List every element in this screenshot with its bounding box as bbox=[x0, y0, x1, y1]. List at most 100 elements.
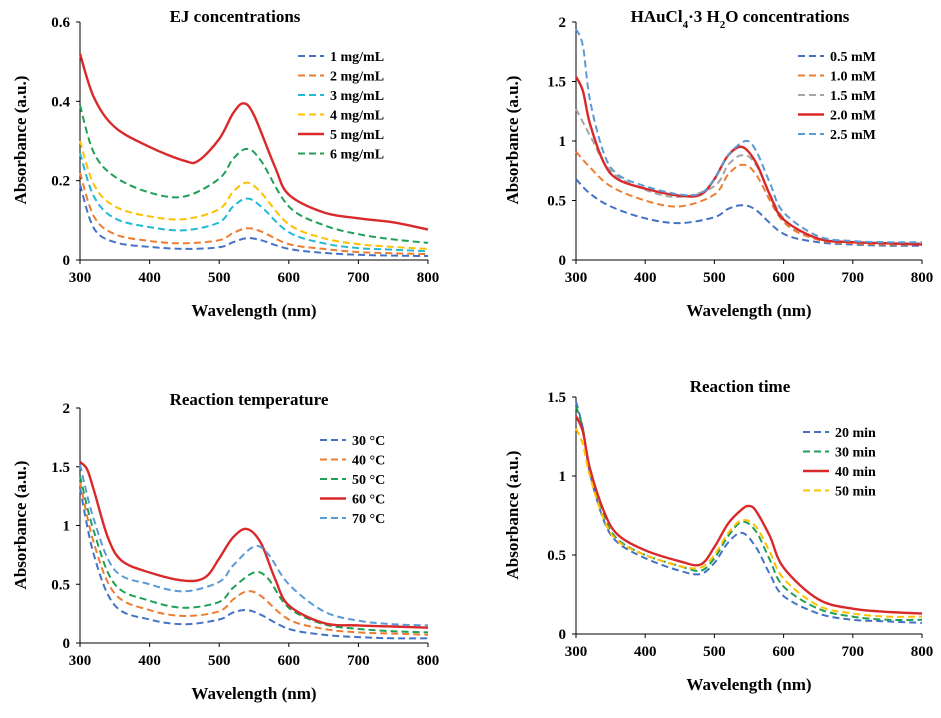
series-line-2-5-mm bbox=[575, 28, 923, 244]
series-line-40-min bbox=[574, 415, 923, 615]
x-tick-label: 400 bbox=[138, 270, 161, 286]
x-tick-label: 600 bbox=[278, 270, 301, 286]
y-tick-label: 0 bbox=[559, 627, 567, 643]
x-tick-label: 700 bbox=[347, 653, 370, 669]
series-line-30-min bbox=[575, 406, 923, 622]
series-line-5-mg-ml bbox=[78, 53, 429, 231]
y-tick-label: 0.6 bbox=[51, 15, 70, 31]
x-tick-label: 800 bbox=[417, 270, 440, 286]
x-tick-label: 400 bbox=[634, 644, 657, 660]
legend-label: 70 °C bbox=[352, 512, 385, 527]
x-tick-label: 700 bbox=[347, 270, 370, 286]
x-tick-label: 500 bbox=[703, 644, 726, 660]
chart-title: Reaction temperature bbox=[170, 390, 329, 409]
series-line-1-mg-ml bbox=[79, 184, 429, 257]
legend-label: 2.0 mM bbox=[830, 109, 876, 124]
legend-label: 5 mg/mL bbox=[330, 128, 384, 143]
x-tick-label: 700 bbox=[842, 644, 865, 660]
series-line-2-0-mm bbox=[574, 76, 923, 246]
x-tick-label: 600 bbox=[772, 644, 795, 660]
legend-label: 1.5 mM bbox=[830, 89, 876, 104]
panel-ej-concentrations: 300 400 500 600 700 800 0 0.2 0.4 0.6 EJ concentra… bbox=[11, 7, 439, 320]
x-tick-label: 300 bbox=[69, 270, 92, 286]
legend-label: 0.5 mM bbox=[830, 50, 876, 65]
x-tick-label: 500 bbox=[208, 270, 231, 286]
y-tick-label: 0.2 bbox=[51, 174, 70, 190]
legend-label: 6 mg/mL bbox=[330, 148, 384, 163]
legend-label: 50 min bbox=[835, 485, 876, 500]
legend-label: 40 min bbox=[835, 465, 876, 480]
legend-label: 50 °C bbox=[352, 473, 385, 488]
y-axis-title: Absorbance (a.u.) bbox=[11, 461, 30, 590]
x-axis-title: Wavelength (nm) bbox=[686, 675, 811, 694]
series-line-6-mg-ml bbox=[79, 105, 429, 244]
x-tick-label: 800 bbox=[911, 644, 934, 660]
series-line-50-c bbox=[79, 475, 429, 634]
series-line-2-mg-ml bbox=[79, 172, 429, 256]
x-axis-title: Wavelength (nm) bbox=[686, 301, 811, 320]
series-line-40-c bbox=[79, 481, 429, 636]
y-tick-label: 0 bbox=[63, 253, 71, 269]
y-tick-label: 0.4 bbox=[51, 94, 70, 110]
y-axis-title: Absorbance (a.u.) bbox=[503, 76, 522, 205]
legend-label: 2.5 mM bbox=[830, 128, 876, 143]
y-tick-label: 0 bbox=[559, 253, 567, 269]
y-tick-label: 1 bbox=[63, 519, 71, 535]
x-tick-label: 300 bbox=[565, 270, 588, 286]
y-tick-label: 0.5 bbox=[51, 577, 70, 593]
legend-label: 30 °C bbox=[352, 434, 385, 449]
series-line-3-mg-ml bbox=[79, 152, 429, 253]
legend-label: 30 min bbox=[835, 446, 876, 461]
y-tick-label: 2 bbox=[63, 401, 71, 417]
series-line-30-c bbox=[79, 487, 429, 640]
legend-label: 1 mg/mL bbox=[330, 50, 384, 65]
legend: 20 min 30 min 40 min 50 min bbox=[803, 426, 876, 500]
series-line-70-c bbox=[79, 464, 429, 627]
x-axis-title: Wavelength (nm) bbox=[191, 301, 316, 320]
legend: 1 mg/mL 2 mg/mL 3 mg/mL 4 mg/mL 5 mg/mL 6 mg/… bbox=[298, 50, 384, 163]
panel-haucl4-concentrations: 300 400 500 600 700 800 0 0.5 1 1.5 2 HAuCl4·3 H2O … bbox=[503, 7, 933, 320]
legend-label: 3 mg/mL bbox=[330, 89, 384, 104]
chart-title: HAuCl4·3 H2O concentrations bbox=[631, 7, 850, 31]
series-line-0-5-mm bbox=[575, 178, 923, 247]
y-tick-label: 1.5 bbox=[547, 75, 566, 91]
legend-label: 2 mg/mL bbox=[330, 70, 384, 85]
legend-label: 60 °C bbox=[352, 493, 385, 508]
x-tick-label: 800 bbox=[911, 270, 934, 286]
legend-label: 40 °C bbox=[352, 454, 385, 469]
x-tick-label: 600 bbox=[278, 653, 301, 669]
panel-reaction-temperature: 300 400 500 600 700 800 0 0.5 1 1.5 2 Reaction temp… bbox=[11, 390, 439, 703]
legend: 0.5 mM 1.0 mM 1.5 mM 2.0 mM 2.5 mM bbox=[798, 50, 876, 143]
x-tick-label: 400 bbox=[634, 270, 657, 286]
x-tick-label: 500 bbox=[703, 270, 726, 286]
y-tick-label: 1 bbox=[559, 469, 567, 485]
y-tick-label: 1.5 bbox=[51, 460, 70, 476]
x-tick-label: 300 bbox=[69, 653, 92, 669]
x-tick-label: 700 bbox=[842, 270, 865, 286]
legend-label: 1.0 mM bbox=[830, 70, 876, 85]
series-line-4-mg-ml bbox=[79, 140, 429, 250]
x-axis-title: Wavelength (nm) bbox=[191, 684, 316, 703]
x-tick-label: 500 bbox=[208, 653, 231, 669]
legend-label: 4 mg/mL bbox=[330, 109, 384, 124]
y-tick-label: 1 bbox=[559, 134, 567, 150]
y-tick-label: 2 bbox=[559, 15, 567, 31]
series-line-1-0-mm bbox=[575, 151, 923, 246]
y-tick-label: 1.5 bbox=[547, 390, 566, 406]
series-line-50-min bbox=[575, 428, 923, 618]
series-line-20-min bbox=[575, 401, 923, 624]
y-axis-title: Absorbance (a.u.) bbox=[11, 76, 30, 205]
legend-label: 20 min bbox=[835, 426, 876, 441]
panel-reaction-time: 300 400 500 600 700 800 0 0.5 1 1.5 Reaction time W… bbox=[503, 377, 933, 694]
y-tick-label: 0 bbox=[63, 636, 71, 652]
y-tick-label: 0.5 bbox=[547, 548, 566, 564]
chart-title: Reaction time bbox=[690, 377, 791, 396]
legend: 30 °C 40 °C 50 °C 60 °C 70 °C bbox=[320, 434, 385, 527]
x-tick-label: 300 bbox=[565, 644, 588, 660]
y-axis-title: Absorbance (a.u.) bbox=[503, 451, 522, 580]
x-tick-label: 800 bbox=[417, 653, 440, 669]
chart-title: EJ concentrations bbox=[170, 7, 301, 26]
x-tick-label: 400 bbox=[138, 653, 161, 669]
y-tick-label: 0.5 bbox=[547, 194, 566, 210]
